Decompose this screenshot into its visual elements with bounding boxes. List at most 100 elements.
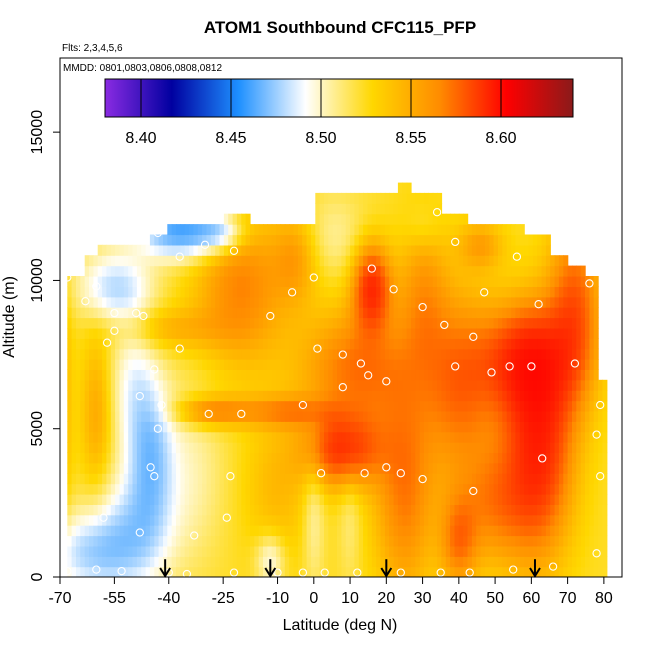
heat-cell <box>276 462 282 474</box>
heat-cell <box>324 255 329 267</box>
heat-cell <box>337 494 342 505</box>
colorbar-tick-label: 8.60 <box>485 130 516 147</box>
heat-cell <box>193 410 199 422</box>
heat-cell <box>223 276 229 287</box>
heat-cell <box>163 379 168 391</box>
heat-cell <box>471 359 477 370</box>
heat-cell <box>585 286 590 298</box>
heat-cell <box>454 255 460 267</box>
heat-cell <box>524 545 530 557</box>
heat-cell <box>541 307 547 319</box>
heat-cell <box>572 442 577 454</box>
heat-cell <box>432 431 438 443</box>
heat-cell <box>245 286 251 298</box>
heat-cell <box>254 338 260 350</box>
heat-cell <box>328 504 334 516</box>
heat-cell <box>437 462 443 474</box>
heat-cell <box>176 494 181 505</box>
heat-cell <box>450 514 456 526</box>
heat-cell <box>502 244 508 256</box>
heat-cell <box>524 442 530 454</box>
heat-cell <box>210 379 216 391</box>
heat-cell <box>310 286 316 298</box>
heat-cell <box>389 462 395 474</box>
heat-cell <box>389 410 395 422</box>
sample-point <box>63 566 72 576</box>
heat-cell <box>502 265 508 277</box>
heat-cell <box>241 276 247 287</box>
heat-cell <box>445 504 451 516</box>
heat-cell <box>154 525 160 537</box>
heat-cell <box>428 462 434 474</box>
heat-cell <box>189 431 195 443</box>
heat-cell <box>276 296 282 308</box>
heat-cell <box>345 545 351 557</box>
heat-cell <box>554 421 560 433</box>
heat-cell <box>102 327 108 339</box>
heat-cell <box>136 431 142 443</box>
heat-cell <box>132 535 138 547</box>
heat-cell <box>397 545 403 557</box>
heat-cell <box>154 556 160 568</box>
heat-cell <box>102 276 108 287</box>
heat-cell <box>384 224 390 236</box>
heat-cell <box>458 473 464 485</box>
heat-cell <box>467 431 473 443</box>
flight-arrows <box>159 559 541 578</box>
heat-cell <box>280 504 286 516</box>
heat-cell <box>97 410 103 422</box>
heat-cell <box>402 182 408 194</box>
heat-cell <box>428 442 434 454</box>
heat-cell <box>524 286 530 298</box>
heat-cell <box>223 535 229 547</box>
heat-cell <box>389 276 395 287</box>
heat-cell <box>110 327 116 339</box>
heat-cell <box>206 338 212 350</box>
heat-cell <box>149 307 155 319</box>
heat-cell <box>428 234 434 246</box>
heat-cell <box>358 265 364 277</box>
heat-cell <box>136 286 142 298</box>
heat-cell <box>363 276 369 287</box>
heat-cell <box>441 452 447 464</box>
heat-cell <box>245 494 251 505</box>
heat-cell <box>276 483 282 495</box>
heat-cell <box>302 483 308 495</box>
heat-cell <box>593 379 599 391</box>
heat-cell <box>450 307 456 319</box>
heat-cell <box>184 224 190 236</box>
heat-cell <box>167 483 173 495</box>
heat-cell <box>163 338 168 350</box>
heat-cell <box>428 431 434 443</box>
heat-cell <box>319 442 325 454</box>
heat-cell <box>515 535 521 547</box>
heat-cell <box>302 556 308 568</box>
sample-point <box>226 472 235 481</box>
heat-cell <box>532 504 538 516</box>
heat-cell <box>232 234 238 246</box>
heat-cell <box>176 296 181 308</box>
heat-cell <box>550 327 556 339</box>
heat-cell <box>258 462 264 474</box>
heat-cell <box>232 535 238 547</box>
heat-cell <box>380 514 386 526</box>
heat-cell <box>337 504 342 516</box>
heat-cell <box>193 286 199 298</box>
heat-cell <box>193 400 199 412</box>
heat-cell <box>310 348 316 360</box>
heat-cell <box>289 421 295 433</box>
heat-cell <box>498 276 503 287</box>
heat-cell <box>602 525 608 537</box>
heat-cell <box>411 379 416 391</box>
heat-cell <box>593 504 599 516</box>
heat-cell <box>263 296 268 308</box>
heat-cell <box>493 224 499 236</box>
heat-cell <box>458 317 464 329</box>
heat-cell <box>71 327 77 339</box>
heat-cell <box>315 452 321 464</box>
heat-cell <box>232 296 238 308</box>
sample-point <box>436 568 445 577</box>
heat-cell <box>450 566 456 577</box>
heat-cell <box>593 338 599 350</box>
heat-cell <box>328 286 334 298</box>
